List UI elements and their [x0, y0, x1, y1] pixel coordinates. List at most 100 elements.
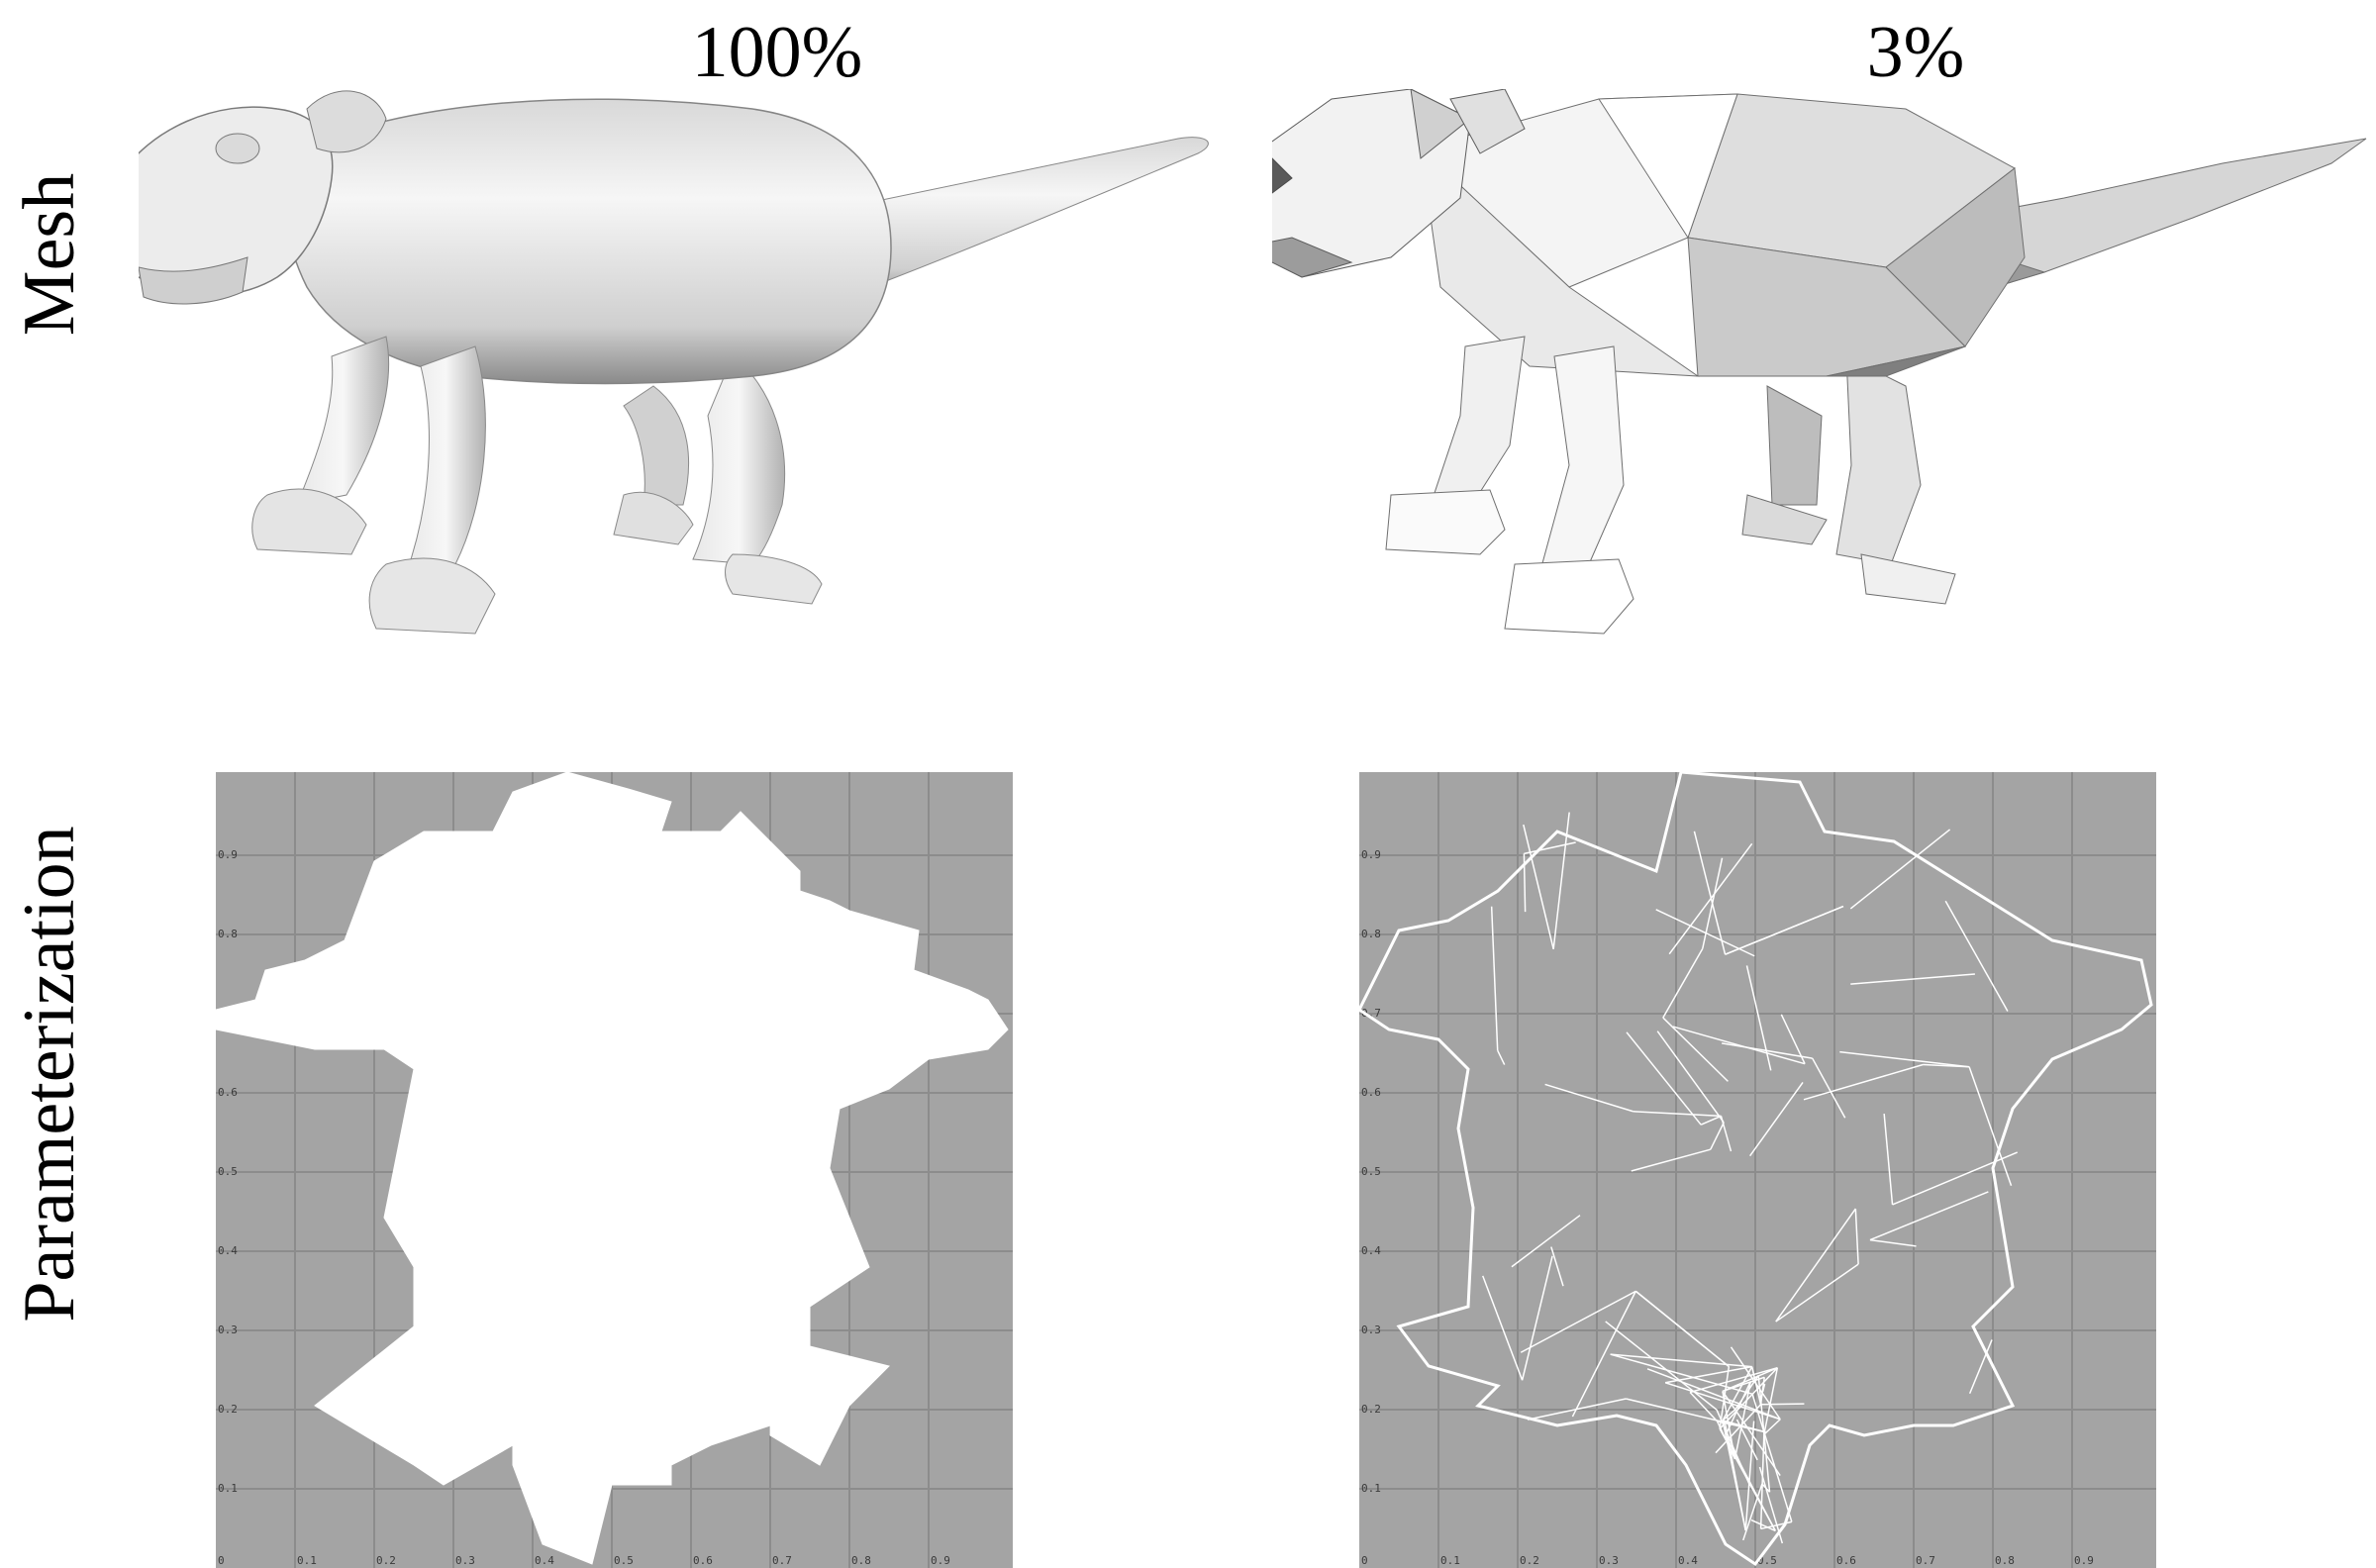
- wire-edge: [1775, 1208, 1856, 1323]
- wire-edge: [1689, 1391, 1719, 1422]
- row-label-mesh: Mesh: [9, 172, 90, 337]
- wire-edge: [1490, 906, 1499, 1051]
- tick-label-x-8: 0.8: [1995, 1554, 2015, 1567]
- tick-label-x-7: 0.7: [1916, 1554, 1935, 1567]
- uv-parameterization-3-percent: 0 0.1 0.2 0.3 0.4 0.5 0.6 0.7 0.8 0.9 0.…: [1359, 772, 2156, 1568]
- wire-edge: [1923, 1063, 1970, 1068]
- tick-label-x-0: 0: [218, 1554, 225, 1567]
- tick-label-x-2: 0.2: [376, 1554, 396, 1567]
- wire-edge: [1760, 1403, 1805, 1406]
- tick-label-y-9: 0.9: [1361, 848, 1381, 861]
- wire-edge: [1656, 1030, 1725, 1124]
- wire-edge: [1722, 1367, 1778, 1393]
- mesh-render-3-percent: [1240, 88, 2376, 703]
- wire-edge: [1803, 1063, 1924, 1101]
- wire-edge: [1763, 1419, 1781, 1435]
- wire-edge: [1662, 948, 1704, 1019]
- tick-label-x-6: 0.6: [693, 1554, 713, 1567]
- wire-edge: [1523, 824, 1554, 949]
- wire-edge: [1869, 1191, 1989, 1241]
- tick-label-x-4: 0.4: [535, 1554, 554, 1567]
- wire-edge: [1719, 1366, 1731, 1429]
- wire-edge: [1749, 1082, 1804, 1157]
- wire-edge: [1633, 1111, 1722, 1118]
- wire-edge: [1605, 1321, 1718, 1411]
- tick-label-y-9: 0.9: [218, 848, 238, 861]
- mesh-render-full-resolution: [111, 89, 1238, 703]
- uv-chart-full: 0 0.1 0.2 0.3 0.4 0.5 0.6 0.7 0.8 0.9 0.…: [216, 772, 1013, 1568]
- wire-edge: [1761, 1483, 1771, 1493]
- tick-label-y-8: 0.8: [1361, 928, 1381, 940]
- tick-label-y-2: 0.2: [1361, 1403, 1381, 1416]
- tick-label-x-7: 0.7: [772, 1554, 792, 1567]
- wire-edge: [1527, 1398, 1627, 1421]
- wire-edge: [1689, 1367, 1778, 1394]
- uv-chart-low: 0 0.1 0.2 0.3 0.4 0.5 0.6 0.7 0.8 0.9 0.…: [1359, 772, 2156, 1568]
- tick-label-y-1: 0.1: [218, 1482, 238, 1495]
- tick-label-y-3: 0.3: [218, 1323, 238, 1336]
- wire-edge: [1839, 1050, 1970, 1068]
- dinosaur-smooth-image: [111, 90, 1209, 635]
- tick-label-y-1: 0.1: [1361, 1482, 1381, 1495]
- wire-edge: [1511, 1215, 1581, 1268]
- tick-label-y-4: 0.4: [1361, 1244, 1381, 1257]
- wire-edge: [1634, 1290, 1730, 1368]
- tick-label-y-5: 0.5: [218, 1165, 238, 1178]
- wire-edge: [1968, 1339, 1993, 1395]
- tick-label-y-7: 0.7: [1361, 1007, 1381, 1020]
- tick-label-y-5: 0.5: [1361, 1165, 1381, 1178]
- tick-label-x-3: 0.3: [455, 1554, 475, 1567]
- wire-edge: [1626, 1031, 1702, 1126]
- tick-label-x-1: 0.1: [1440, 1554, 1460, 1567]
- wire-edge: [1520, 1290, 1636, 1353]
- wire-edge: [1550, 1246, 1564, 1287]
- tick-label-x-6: 0.6: [1836, 1554, 1856, 1567]
- tick-label-y-4: 0.4: [218, 1244, 238, 1257]
- wire-edge: [1719, 1367, 1778, 1429]
- dinosaur-faceted-image: [1240, 88, 2367, 635]
- uv-island-sparse: [1359, 772, 2153, 1567]
- wire-edge: [1892, 1151, 2019, 1206]
- wire-edge: [1745, 965, 1772, 1071]
- tick-label-y-6: 0.6: [1361, 1086, 1381, 1099]
- wire-edge: [1722, 1391, 1781, 1476]
- wire-edge: [1761, 1383, 1766, 1392]
- wire-edge: [1760, 1520, 1793, 1530]
- tick-label-x-9: 0.9: [931, 1554, 950, 1567]
- wire-edge: [1722, 1409, 1736, 1421]
- tick-label-x-2: 0.2: [1520, 1554, 1539, 1567]
- wire-edge: [1521, 1255, 1553, 1381]
- wire-edge: [1716, 1421, 1736, 1460]
- uv-tick-labels: 0 0.1 0.2 0.3 0.4 0.5 0.6 0.7 0.8 0.9 0.…: [218, 848, 950, 1567]
- wire-edge: [1552, 812, 1570, 949]
- wire-edge: [1610, 1353, 1753, 1395]
- wire-edge: [1544, 1083, 1634, 1113]
- wire-edge: [1854, 1209, 1859, 1265]
- wire-edge: [1610, 1353, 1752, 1368]
- wire-edge: [1812, 1057, 1846, 1119]
- wire-edge: [1744, 1421, 1755, 1531]
- wire-edge: [1720, 1116, 1732, 1152]
- wire-edge: [1631, 1148, 1711, 1172]
- tick-label-y-2: 0.2: [218, 1403, 238, 1416]
- wire-edge: [1750, 1519, 1776, 1532]
- wire-edge: [1722, 1376, 1765, 1393]
- wire-edge: [1849, 829, 1951, 910]
- wire-edge: [1883, 1114, 1894, 1206]
- wire-edge: [1664, 1382, 1781, 1421]
- uv-island-dense: [216, 772, 1009, 1565]
- tick-label-x-0: 0: [1361, 1554, 1368, 1567]
- wire-edge: [1722, 1366, 1753, 1421]
- tick-label-y-8: 0.8: [218, 928, 238, 940]
- tick-label-x-8: 0.8: [851, 1554, 871, 1567]
- wire-edge: [1571, 1291, 1636, 1418]
- wire-edge: [1693, 831, 1727, 955]
- wire-edge: [1655, 909, 1755, 957]
- wire-edge: [1717, 1421, 1766, 1433]
- column-title-100-percent: 100%: [691, 12, 863, 93]
- row-label-parameterization: Parameterization: [9, 826, 90, 1323]
- wire-edge: [1497, 1049, 1506, 1065]
- tick-label-x-5: 0.5: [614, 1554, 634, 1567]
- uv-background: [1359, 772, 2156, 1568]
- uv-wire-triangles: [1482, 812, 2019, 1544]
